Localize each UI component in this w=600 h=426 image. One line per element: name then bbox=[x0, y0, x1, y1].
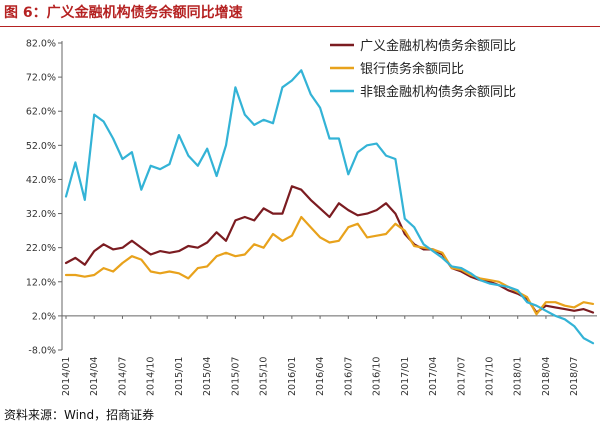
x-tick-label: 2016/04 bbox=[315, 357, 326, 396]
x-tick-label: 2015/10 bbox=[259, 357, 270, 396]
x-tick-label: 2015/01 bbox=[174, 357, 185, 396]
x-tick-label: 2017/04 bbox=[428, 357, 439, 396]
legend-label: 非银金融机构债务余额同比 bbox=[360, 84, 516, 100]
figure-title: 图 6：广义金融机构债务余额同比增速 bbox=[4, 5, 243, 21]
x-tick-label: 2015/04 bbox=[202, 357, 213, 396]
y-tick-label: 12.0% bbox=[26, 277, 56, 288]
y-tick-label: 22.0% bbox=[26, 243, 56, 254]
x-tick-label: 2018/04 bbox=[541, 357, 552, 396]
y-tick-label: 2.0% bbox=[32, 311, 56, 322]
y-tick-label: 32.0% bbox=[26, 209, 56, 220]
y-tick-label: 72.0% bbox=[26, 73, 56, 84]
x-tick-label: 2018/01 bbox=[513, 357, 524, 396]
title-divider bbox=[0, 26, 600, 27]
x-tick-label: 2014/07 bbox=[117, 357, 128, 396]
x-tick-label: 2017/10 bbox=[484, 357, 495, 396]
y-tick-label: 62.0% bbox=[26, 107, 56, 118]
legend-item-3: 非银金融机构债务余额同比 bbox=[330, 84, 516, 100]
x-tick-label: 2016/10 bbox=[372, 357, 383, 396]
y-tick-label: 52.0% bbox=[26, 141, 56, 152]
series-line-2 bbox=[64, 215, 595, 316]
x-tick-label: 2018/07 bbox=[569, 357, 580, 396]
x-tick-label: 2016/01 bbox=[287, 357, 298, 396]
y-tick-label: 82.0% bbox=[26, 39, 56, 50]
x-tick-label: 2017/01 bbox=[400, 357, 411, 396]
y-tick-label: 42.0% bbox=[26, 175, 56, 186]
x-tick-label: 2014/01 bbox=[61, 357, 72, 396]
x-tick-label: 2014/10 bbox=[146, 357, 157, 396]
x-tick-label: 2014/04 bbox=[89, 357, 100, 396]
source-note: 资料来源：Wind，招商证券 bbox=[4, 408, 155, 422]
y-tick-label: -8.0% bbox=[28, 346, 56, 357]
legend-label: 广义金融机构债务余额同比 bbox=[360, 38, 516, 54]
series-line-3 bbox=[64, 69, 595, 345]
series-line-1 bbox=[64, 185, 595, 314]
x-tick-label: 2015/07 bbox=[230, 357, 241, 396]
legend-item-1: 广义金融机构债务余额同比 bbox=[330, 38, 516, 54]
legend-label: 银行债务余额同比 bbox=[360, 61, 464, 77]
legend-item-2: 银行债务余额同比 bbox=[330, 61, 464, 77]
x-tick-label: 2016/07 bbox=[343, 357, 354, 396]
x-tick-label: 2017/07 bbox=[456, 357, 467, 396]
